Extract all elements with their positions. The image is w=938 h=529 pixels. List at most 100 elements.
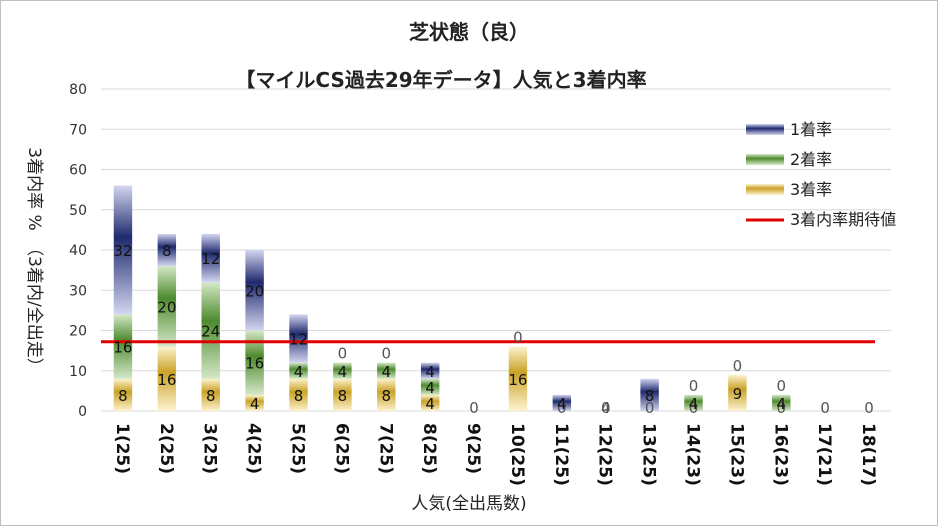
y-axis-ticks: 0 10 20 30 40 50 60 70 80 [69,82,87,420]
y-tick-label: 10 [69,364,87,380]
data-label: 12 [201,250,220,268]
legend-label: 3着率 [790,180,832,199]
data-label: 0 [820,399,830,417]
data-label: 32 [113,242,132,260]
x-axis-label: 人気(全出馬数) [411,494,526,514]
bar-segment [157,266,177,347]
data-label: 0 [601,399,611,417]
data-label: 4 [250,395,260,413]
bars [113,185,791,411]
y-tick-label: 70 [69,122,87,138]
x-axis-ticks: 1(25) 2(25) 3(25) 4(25) 5(25) 6(25) 7(25) 8(25)… [112,423,878,486]
data-label: 16 [245,355,264,373]
data-label: 4 [425,395,435,413]
legend-swatch [746,124,784,135]
x-tick-label: 1(25) [112,423,132,474]
data-label: 9 [733,385,743,403]
data-label: 24 [201,323,220,341]
y-axis-label: 3着内率 % （3着内/全出走） [24,147,44,374]
bar-segment [289,362,308,379]
data-label: 20 [157,298,176,316]
data-label: 8 [206,387,216,405]
bar-segment [333,378,352,411]
legend-label: 3着内率期待値 [790,210,896,229]
bar-segment [420,362,440,379]
y-tick-label: 0 [78,404,87,420]
data-label: 4 [425,363,435,381]
y-tick-label: 80 [69,82,87,98]
data-label: 4 [425,379,435,397]
bar-segment [113,185,133,315]
x-tick-label: 2(25) [156,423,176,474]
bar-segment [201,233,220,283]
bar-segment [289,314,308,363]
x-tick-label: 17(21) [814,423,834,486]
data-label: 16 [157,371,176,389]
data-label: 0 [733,357,743,375]
legend-label: 1着率 [790,120,832,139]
bar-segment [420,378,440,395]
data-label: 0 [645,399,655,417]
x-tick-label: 16(23) [770,423,790,486]
data-label: 0 [557,399,567,417]
x-tick-label: 3(25) [200,423,220,474]
data-label: 0 [689,377,699,395]
bar-segment [201,378,220,411]
bar-segment [201,282,220,379]
x-tick-label: 11(25) [551,423,571,486]
data-label: 0 [689,399,699,417]
bar-segment [772,394,791,411]
data-label: 8 [645,387,655,405]
bar-segment [245,394,264,411]
x-tick-label: 9(25) [463,423,483,474]
data-label: 0 [513,329,523,347]
x-tick-label: 14(23) [683,423,703,486]
x-tick-label: 4(25) [244,423,264,474]
data-label: 4 [777,395,787,413]
bar-segment [289,378,308,411]
data-label: 4 [382,363,392,381]
y-tick-label: 20 [69,324,87,340]
data-label: 0 [864,399,874,417]
x-tick-label: 6(25) [331,423,351,474]
bar-segment [552,394,572,411]
bar-segment [640,378,659,411]
data-label: 0 [382,345,392,363]
bar-segment [377,362,396,379]
x-tick-label: 10(25) [507,423,527,486]
data-label: 8 [294,387,304,405]
data-label: 0 [469,399,479,417]
y-tick-label: 30 [69,283,87,299]
bar-segment [113,314,133,379]
x-tick-label: 5(25) [288,423,308,474]
data-label: 0 [777,399,787,417]
bar-segment [113,378,133,411]
bar-segment [333,362,352,379]
data-label: 4 [557,395,567,413]
chart-title: 芝状態（良） [409,20,529,44]
x-tick-label: 12(25) [595,423,615,486]
legend: 1着率 2着率 3着率 3着内率期待値 [746,120,896,229]
legend-swatch [746,154,784,165]
x-tick-label: 18(17) [858,423,878,486]
data-label: 8 [118,387,128,405]
bar-segment [684,394,703,411]
bar-segment [728,374,747,411]
data-label: 4 [601,399,611,417]
gridlines [101,88,891,412]
data-label: 12 [289,331,308,349]
bar-segment [420,394,440,411]
y-tick-label: 50 [69,203,87,219]
bar-segment [157,346,177,411]
bar-segment [377,378,396,411]
data-label: 8 [162,242,172,260]
x-tick-label: 7(25) [375,423,395,474]
data-label: 4 [294,363,304,381]
bar-segment [508,346,528,411]
data-label: 8 [382,387,392,405]
bar-segment [245,330,264,395]
x-tick-label: 15(23) [726,423,746,486]
